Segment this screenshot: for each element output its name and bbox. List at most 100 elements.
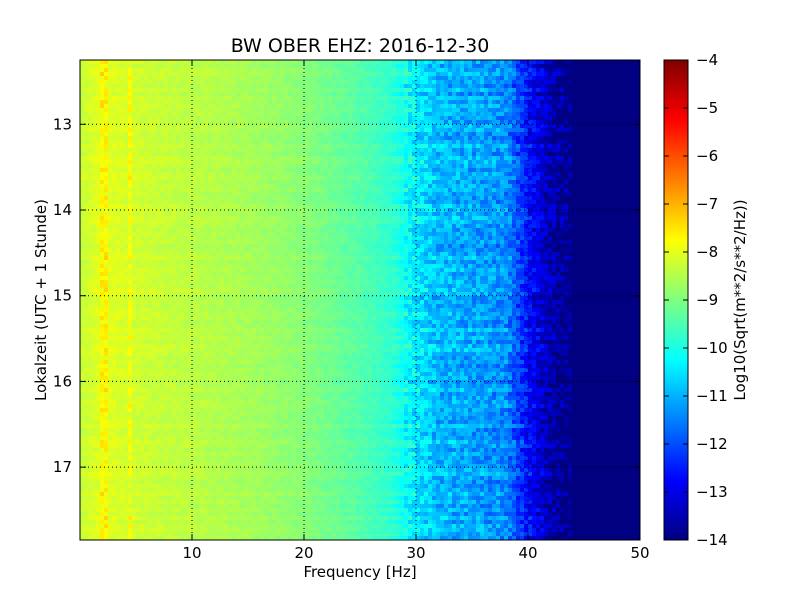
- heatmap-cell: [224, 200, 229, 205]
- heatmap-cell: [264, 176, 269, 181]
- heatmap-cell: [212, 160, 217, 165]
- heatmap-cell: [384, 92, 389, 97]
- heatmap-cell: [152, 100, 157, 105]
- heatmap-cell: [448, 64, 453, 69]
- heatmap-cell: [276, 144, 281, 149]
- heatmap-cell: [516, 152, 521, 157]
- heatmap-cell: [624, 132, 629, 137]
- heatmap-cell: [440, 128, 445, 133]
- heatmap-cell: [164, 140, 169, 145]
- heatmap-cell: [104, 92, 109, 97]
- heatmap-cell: [516, 136, 521, 141]
- heatmap-cell: [416, 200, 421, 205]
- heatmap-cell: [480, 76, 485, 81]
- heatmap-cell: [532, 156, 537, 161]
- heatmap-cell: [200, 108, 205, 113]
- heatmap-cell: [244, 72, 249, 77]
- heatmap-cell: [120, 200, 125, 205]
- heatmap-cell: [216, 200, 221, 205]
- heatmap-cell: [100, 72, 105, 77]
- heatmap-cell: [376, 88, 381, 93]
- heatmap-cell: [436, 132, 441, 137]
- heatmap-cell: [456, 64, 461, 69]
- heatmap-cell: [168, 184, 173, 189]
- heatmap-cell: [144, 144, 149, 149]
- heatmap-cell: [216, 64, 221, 69]
- heatmap-cell: [348, 180, 353, 185]
- heatmap-cell: [516, 156, 521, 161]
- heatmap-cell: [424, 148, 429, 153]
- heatmap-cell: [192, 80, 197, 85]
- heatmap-cell: [580, 108, 585, 113]
- heatmap-cell: [332, 100, 337, 105]
- heatmap-cell: [556, 72, 561, 77]
- heatmap-cell: [536, 176, 541, 181]
- heatmap-cell: [508, 104, 513, 109]
- heatmap-cell: [200, 180, 205, 185]
- heatmap-cell: [228, 96, 233, 101]
- heatmap-cell: [276, 188, 281, 193]
- heatmap-cell: [260, 188, 265, 193]
- heatmap-cell: [376, 172, 381, 177]
- heatmap-cell: [516, 100, 521, 105]
- heatmap-cell: [152, 60, 157, 65]
- heatmap-cell: [256, 100, 261, 105]
- heatmap-cell: [384, 176, 389, 181]
- heatmap-cell: [600, 108, 605, 113]
- heatmap-cell: [536, 84, 541, 89]
- heatmap-cell: [624, 88, 629, 93]
- heatmap-cell: [388, 140, 393, 145]
- heatmap-cell: [424, 188, 429, 193]
- heatmap-cell: [468, 64, 473, 69]
- heatmap-cell: [224, 192, 229, 197]
- heatmap-cell: [532, 132, 537, 137]
- heatmap-cell: [552, 108, 557, 113]
- heatmap-cell: [204, 100, 209, 105]
- heatmap-cell: [552, 76, 557, 81]
- heatmap-cell: [556, 100, 561, 105]
- heatmap-cell: [456, 196, 461, 201]
- heatmap-cell: [272, 72, 277, 77]
- heatmap-cell: [240, 148, 245, 153]
- heatmap-cell: [176, 180, 181, 185]
- heatmap-cell: [160, 128, 165, 133]
- heatmap-cell: [308, 88, 313, 93]
- heatmap-cell: [528, 100, 533, 105]
- heatmap-cell: [140, 80, 145, 85]
- heatmap-cell: [496, 172, 501, 177]
- heatmap-cell: [472, 104, 477, 109]
- heatmap-cell: [288, 112, 293, 117]
- heatmap-cell: [160, 96, 165, 101]
- heatmap-cell: [556, 60, 561, 65]
- heatmap-cell: [172, 164, 177, 169]
- heatmap-cell: [496, 184, 501, 189]
- heatmap-cell: [472, 80, 477, 85]
- heatmap-cell: [108, 188, 113, 193]
- heatmap-cell: [544, 184, 549, 189]
- heatmap-cell: [484, 188, 489, 193]
- heatmap-cell: [140, 156, 145, 161]
- heatmap-cell: [244, 100, 249, 105]
- heatmap-cell: [104, 136, 109, 141]
- heatmap-cell: [480, 100, 485, 105]
- heatmap-cell: [532, 76, 537, 81]
- heatmap-cell: [132, 88, 137, 93]
- heatmap-cell: [248, 80, 253, 85]
- heatmap-cell: [596, 68, 601, 73]
- heatmap-cell: [592, 160, 597, 165]
- heatmap-cell: [476, 60, 481, 65]
- heatmap-cell: [452, 180, 457, 185]
- heatmap-cell: [516, 180, 521, 185]
- heatmap-cell: [496, 112, 501, 117]
- heatmap-cell: [356, 172, 361, 177]
- heatmap-cell: [324, 184, 329, 189]
- heatmap-cell: [548, 196, 553, 201]
- heatmap-cell: [500, 76, 505, 81]
- heatmap-cell: [216, 112, 221, 117]
- heatmap-cell: [508, 180, 513, 185]
- heatmap-cell: [220, 180, 225, 185]
- heatmap-cell: [516, 72, 521, 77]
- heatmap-cell: [316, 76, 321, 81]
- heatmap-cell: [84, 88, 89, 93]
- heatmap-cell: [544, 180, 549, 185]
